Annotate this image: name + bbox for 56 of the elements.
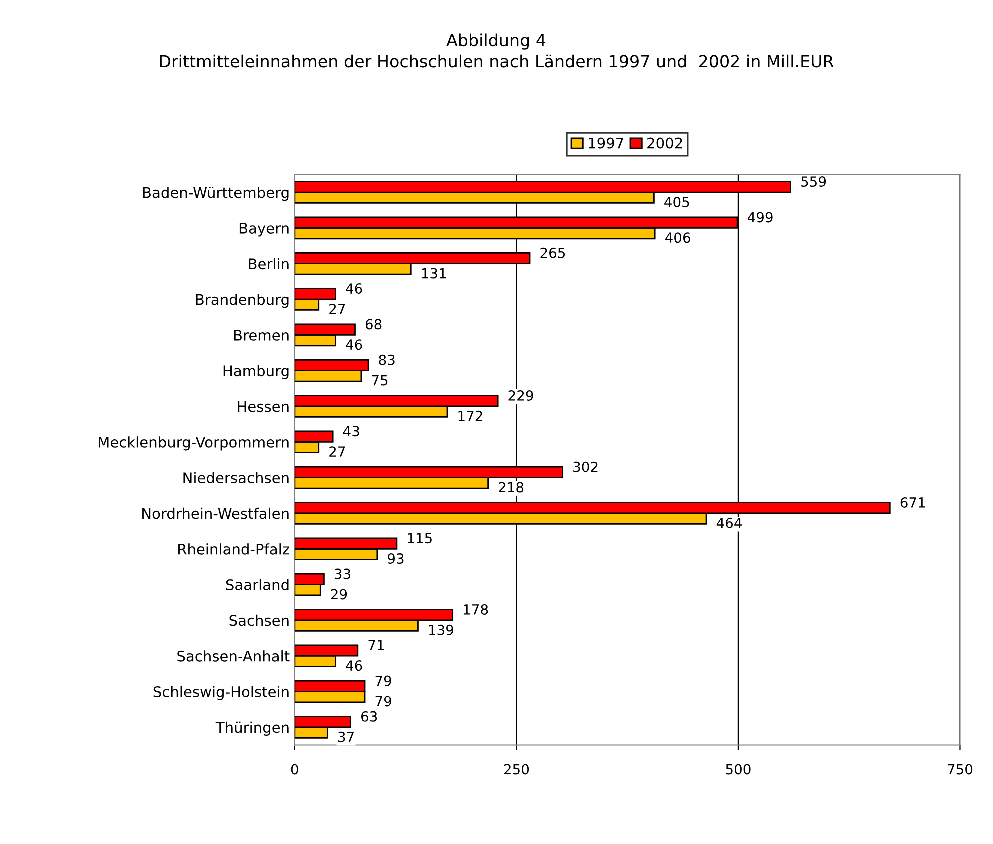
data-label: 559 [802,176,826,188]
data-label: 37 [338,732,354,742]
y-tick-label: Berlin [249,258,289,270]
data-label: 406 [665,232,690,244]
data-label: 83 [379,354,395,366]
y-tick-label: Rheinland-Pfalz [178,544,290,555]
y-tick-label: Thüringen [216,722,289,736]
y-tick-label: Baden-Württemberg [143,186,289,202]
data-label: 71 [368,640,384,650]
legend-label: 2002 [648,138,682,149]
data-label: 115 [408,533,432,544]
y-tick-label: Sachsen [230,614,289,626]
y-tick-label: Bayern [240,223,289,237]
data-label: 464 [716,518,742,528]
y-tick-label: Mecklenburg-Vorpommern [98,436,289,451]
data-label: 75 [372,375,388,386]
chart-subtitle: Drittmitteleinnahmen der Hochschulen nach Ländern 1997 und 2002 in Mill.EUR [160,54,834,68]
legend-label: 1997 [589,138,624,149]
data-label: 265 [540,248,566,258]
y-tick-label: Sachsen-Anhalt [178,650,290,662]
y-tick-label: Saarland [226,579,289,591]
data-label: 46 [346,284,362,294]
data-label: 33 [334,568,350,580]
data-label: 139 [429,624,454,636]
data-label: 29 [331,589,348,600]
y-tick-label: Nordrhein-Westfalen [142,508,289,520]
data-label: 229 [508,390,534,402]
x-tick-label: 0 [291,764,298,775]
x-tick-label: 750 [948,764,973,775]
y-tick-label: Niedersachsen [184,472,289,484]
y-tick-label: Brandenburg [196,294,289,308]
data-label: 63 [362,711,378,722]
x-tick-label: 500 [726,764,751,775]
y-tick-label: Bremen [234,330,289,341]
chart-title: Abbildung 4 [446,34,546,50]
data-label: 302 [574,462,598,472]
data-label: 79 [376,676,392,686]
data-label: 93 [388,554,404,564]
y-tick-label: Hamburg [224,365,289,380]
data-label: 178 [464,604,488,615]
data-label: 405 [664,196,690,208]
y-tick-label: Schleswig-Holstein [154,686,289,700]
data-label: 499 [748,212,773,223]
data-label: 79 [376,696,392,707]
data-label: 43 [343,426,360,437]
data-label: 172 [458,410,482,422]
data-label: 68 [366,319,382,330]
data-label: 671 [900,497,926,508]
data-label: 131 [422,268,446,279]
y-tick-label: Hessen [238,401,289,412]
data-label: 218 [499,482,524,493]
data-label: 46 [346,660,362,672]
data-label: 27 [330,446,346,457]
data-label: 27 [330,304,346,314]
data-label: 46 [346,340,362,350]
x-tick-label: 250 [504,764,530,775]
